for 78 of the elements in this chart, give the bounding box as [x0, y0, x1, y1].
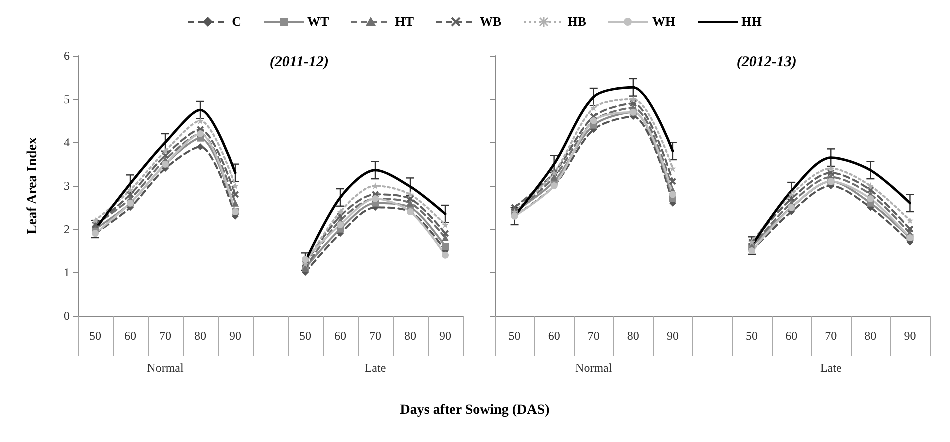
point	[550, 174, 558, 181]
x-tick-label: 80	[194, 329, 206, 343]
point	[906, 226, 914, 233]
point	[162, 148, 169, 155]
x-axis-title: Days after Sowing (DAS)	[399, 402, 551, 420]
point	[127, 191, 134, 198]
point	[162, 152, 169, 160]
x-tick-label: 90	[440, 329, 452, 343]
point	[590, 104, 598, 112]
x-tick-label: 90	[230, 329, 242, 343]
point	[197, 118, 204, 124]
point	[407, 200, 414, 207]
x-tick-label: 60	[786, 329, 798, 343]
point	[92, 217, 99, 224]
text: Late	[364, 361, 386, 375]
point	[906, 217, 914, 224]
chart-title: (2012-13)	[736, 54, 797, 70]
point	[372, 182, 379, 190]
point	[788, 191, 796, 198]
point	[442, 243, 449, 250]
x-tick-label: 60	[548, 329, 560, 343]
legend-label: HT	[395, 14, 414, 30]
y-tick-label: 0	[64, 309, 70, 323]
y-tick-label: 6	[64, 49, 70, 63]
chart-title: (2011-12)	[270, 54, 330, 70]
y-tick-label: 4	[64, 136, 70, 150]
legend-label: WH	[652, 14, 676, 30]
point	[630, 100, 637, 108]
point	[232, 191, 239, 198]
x-tick-label: 80	[864, 329, 877, 343]
y-tick-label: 2	[64, 222, 70, 236]
point	[867, 182, 874, 190]
point	[442, 252, 449, 259]
point	[442, 234, 449, 242]
point	[337, 212, 344, 220]
point	[867, 196, 874, 202]
x-tick-label: 60	[334, 329, 346, 343]
point	[669, 165, 676, 172]
point	[232, 200, 239, 207]
x-tick-label: 70	[160, 329, 172, 343]
point	[828, 170, 835, 176]
legend-label: WT	[308, 14, 330, 30]
x-tick-label: 70	[825, 329, 838, 343]
point	[828, 165, 835, 172]
point	[232, 182, 239, 190]
x-tick-label: 80	[404, 329, 416, 343]
y-tick-label: 5	[64, 92, 70, 106]
x-tick-label: 80	[627, 329, 640, 343]
point	[407, 191, 414, 198]
point	[127, 186, 134, 194]
point	[197, 144, 204, 150]
y-tick-label: 1	[64, 266, 70, 280]
legend-label: HB	[568, 14, 586, 30]
x-tick-label: 90	[666, 329, 679, 343]
point	[337, 208, 344, 216]
x-tick-label: 50	[300, 329, 312, 343]
x-tick-label: 50	[746, 329, 758, 343]
point	[442, 222, 449, 228]
legend-label: C	[232, 14, 242, 30]
y-axis-title: Leaf Area Index	[26, 138, 40, 234]
x-tick-label: 70	[588, 329, 600, 343]
point	[669, 178, 676, 186]
y-tick-label: 3	[64, 179, 70, 193]
point	[337, 222, 344, 228]
legend-label: HH	[742, 14, 762, 30]
x-tick-label: 90	[904, 329, 916, 343]
x-tick-label: 70	[370, 329, 382, 343]
legend-label: WB	[480, 14, 502, 30]
x-tick-label: 60	[124, 329, 136, 343]
point	[669, 191, 676, 198]
x-tick-label: 50	[90, 329, 102, 343]
point	[511, 204, 518, 212]
x-tick-label: 50	[508, 329, 521, 343]
point	[302, 256, 309, 264]
text: Late	[820, 361, 842, 375]
text: Normal	[576, 361, 613, 375]
point	[442, 230, 449, 238]
text: Normal	[147, 361, 184, 375]
